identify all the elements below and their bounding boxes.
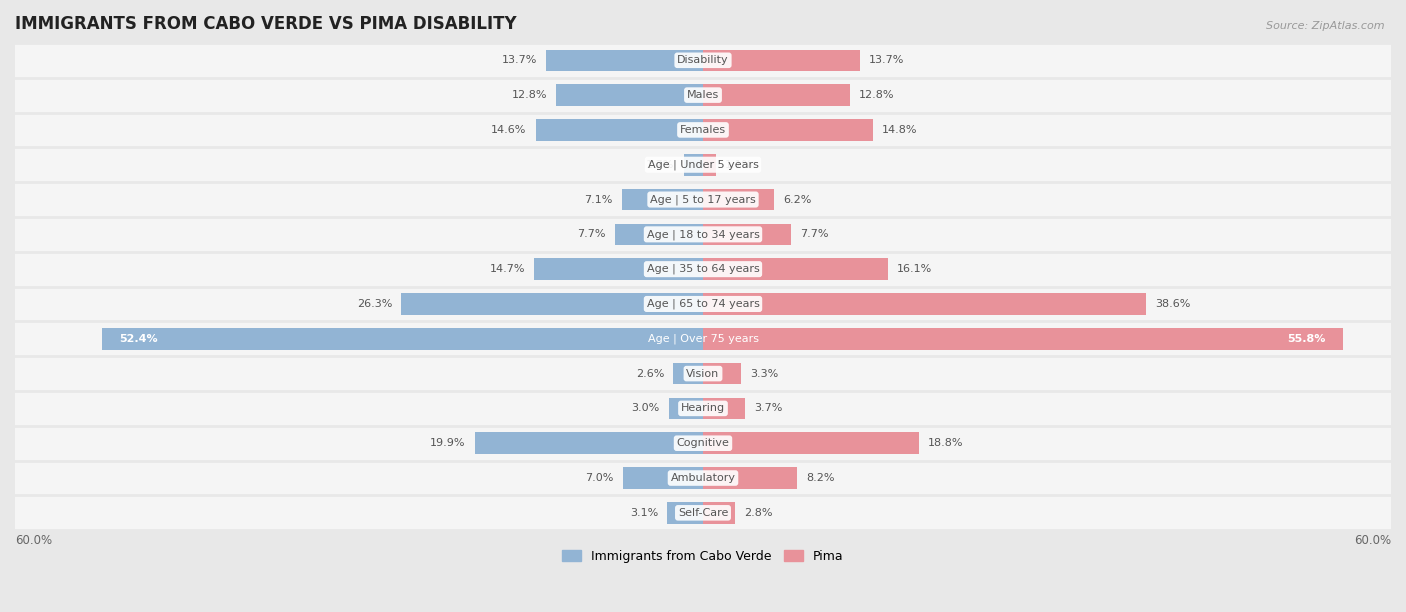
Bar — [673, 363, 703, 384]
Text: 18.8%: 18.8% — [928, 438, 963, 448]
Bar — [703, 258, 887, 280]
Text: 12.8%: 12.8% — [859, 90, 894, 100]
Text: 1.7%: 1.7% — [645, 160, 675, 170]
Bar — [0, 113, 1406, 147]
Text: 7.0%: 7.0% — [585, 473, 613, 483]
Bar — [621, 188, 703, 211]
Text: Age | Over 75 years: Age | Over 75 years — [648, 334, 758, 344]
Bar — [0, 426, 1406, 461]
Text: Age | 18 to 34 years: Age | 18 to 34 years — [647, 229, 759, 239]
Text: 38.6%: 38.6% — [1154, 299, 1189, 309]
Bar — [0, 147, 1406, 182]
Bar — [703, 223, 792, 245]
Bar — [0, 496, 1406, 530]
Bar — [703, 467, 797, 489]
Bar — [623, 467, 703, 489]
Legend: Immigrants from Cabo Verde, Pima: Immigrants from Cabo Verde, Pima — [557, 545, 849, 568]
Text: IMMIGRANTS FROM CABO VERDE VS PIMA DISABILITY: IMMIGRANTS FROM CABO VERDE VS PIMA DISAB… — [15, 15, 516, 33]
Bar — [703, 363, 741, 384]
Text: 26.3%: 26.3% — [357, 299, 392, 309]
Text: Age | 5 to 17 years: Age | 5 to 17 years — [650, 194, 756, 205]
Text: 7.1%: 7.1% — [583, 195, 613, 204]
Bar — [703, 50, 860, 71]
Bar — [703, 119, 873, 141]
Text: 60.0%: 60.0% — [15, 534, 52, 547]
Bar — [0, 182, 1406, 217]
Text: 7.7%: 7.7% — [576, 230, 606, 239]
Text: 3.3%: 3.3% — [749, 368, 779, 379]
Bar — [703, 293, 1146, 315]
Bar — [703, 502, 735, 524]
Bar — [703, 188, 775, 211]
Text: 13.7%: 13.7% — [869, 55, 904, 65]
Bar — [0, 461, 1406, 496]
Text: Cognitive: Cognitive — [676, 438, 730, 448]
Text: 3.0%: 3.0% — [631, 403, 659, 413]
Bar — [402, 293, 703, 315]
Bar — [475, 433, 703, 454]
Bar — [0, 43, 1406, 78]
Bar — [703, 433, 918, 454]
Text: Age | Under 5 years: Age | Under 5 years — [648, 160, 758, 170]
Text: 3.7%: 3.7% — [755, 403, 783, 413]
Text: 14.6%: 14.6% — [491, 125, 526, 135]
Text: 3.1%: 3.1% — [630, 508, 658, 518]
Bar — [0, 356, 1406, 391]
Bar — [703, 84, 849, 106]
Bar — [0, 78, 1406, 113]
Bar — [536, 119, 703, 141]
Text: Ambulatory: Ambulatory — [671, 473, 735, 483]
Text: Age | 65 to 74 years: Age | 65 to 74 years — [647, 299, 759, 309]
Bar — [0, 252, 1406, 286]
Bar — [703, 398, 745, 419]
Text: Age | 35 to 64 years: Age | 35 to 64 years — [647, 264, 759, 274]
Text: 14.8%: 14.8% — [882, 125, 917, 135]
Bar — [557, 84, 703, 106]
Bar — [683, 154, 703, 176]
Text: Disability: Disability — [678, 55, 728, 65]
Bar — [0, 286, 1406, 321]
Text: Source: ZipAtlas.com: Source: ZipAtlas.com — [1267, 21, 1385, 31]
Text: 6.2%: 6.2% — [783, 195, 811, 204]
Text: 7.7%: 7.7% — [800, 230, 830, 239]
Text: 52.4%: 52.4% — [120, 334, 157, 344]
Bar — [0, 321, 1406, 356]
Text: 13.7%: 13.7% — [502, 55, 537, 65]
Text: 8.2%: 8.2% — [806, 473, 835, 483]
Bar — [0, 391, 1406, 426]
Text: 19.9%: 19.9% — [430, 438, 465, 448]
Bar — [546, 50, 703, 71]
Text: Females: Females — [681, 125, 725, 135]
Text: 2.8%: 2.8% — [744, 508, 773, 518]
Bar — [669, 398, 703, 419]
Text: Vision: Vision — [686, 368, 720, 379]
Bar — [614, 223, 703, 245]
Text: 16.1%: 16.1% — [897, 264, 932, 274]
Bar — [703, 154, 716, 176]
Text: 14.7%: 14.7% — [489, 264, 526, 274]
Bar — [703, 328, 1343, 349]
Text: 60.0%: 60.0% — [1354, 534, 1391, 547]
Bar — [0, 217, 1406, 252]
Text: 1.1%: 1.1% — [724, 160, 754, 170]
Text: 2.6%: 2.6% — [636, 368, 664, 379]
Text: Hearing: Hearing — [681, 403, 725, 413]
Text: Self-Care: Self-Care — [678, 508, 728, 518]
Text: 55.8%: 55.8% — [1288, 334, 1326, 344]
Bar — [103, 328, 703, 349]
Text: 12.8%: 12.8% — [512, 90, 547, 100]
Bar — [534, 258, 703, 280]
Bar — [668, 502, 703, 524]
Text: Males: Males — [688, 90, 718, 100]
